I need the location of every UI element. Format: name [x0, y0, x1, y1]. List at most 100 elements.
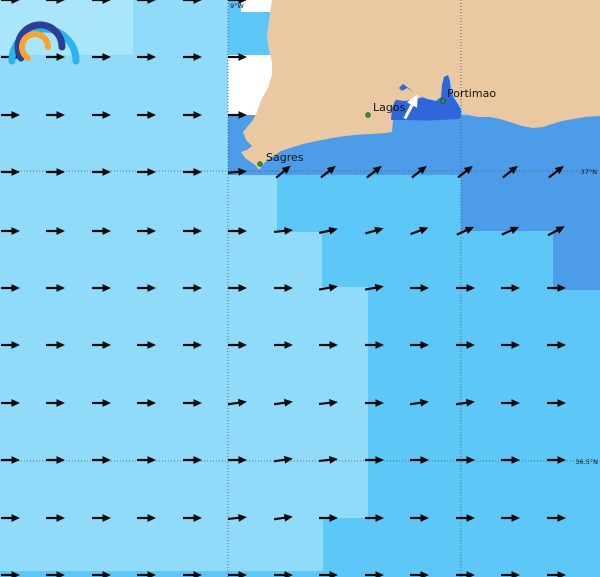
- wind-arrow: [137, 168, 156, 176]
- city-dot-portimao[interactable]: [440, 98, 446, 104]
- wind-arrow: [318, 455, 338, 464]
- city-marker-portimao[interactable]: Portimao: [440, 87, 497, 104]
- coord-label-37n: 37°N: [581, 168, 598, 176]
- wind-arrow: [137, 53, 156, 61]
- wind-arrow: [547, 514, 566, 522]
- wind-arrow: [227, 167, 247, 176]
- coord-label-36-5n: 36.5°N: [575, 458, 598, 466]
- wind-arrow: [183, 514, 202, 522]
- wind-arrow-highlight: [403, 94, 418, 120]
- wind-arrow: [456, 456, 475, 464]
- wind-arrow: [137, 456, 156, 464]
- no-data-cell-top: [241, 0, 277, 12]
- wind-arrow: [183, 111, 202, 119]
- wind-arrow: [274, 284, 293, 292]
- wind-arrow: [410, 341, 429, 349]
- wind-arrow: [137, 399, 156, 407]
- wind-arrow: [92, 399, 111, 407]
- wind-arrow: [46, 284, 65, 292]
- wind-arrow: [46, 399, 65, 407]
- city-label-lagos: Lagos: [373, 101, 406, 114]
- wind-arrow: [1, 0, 20, 4]
- wind-arrow: [410, 456, 429, 464]
- wind-arrow: [457, 165, 473, 179]
- wind-arrow: [1, 514, 20, 522]
- wind-arrow: [456, 341, 475, 349]
- wind-arrow: [1, 456, 20, 464]
- wind-arrow: [411, 165, 427, 179]
- city-dot-lagos[interactable]: [365, 112, 371, 118]
- land-portugal: [241, 0, 600, 170]
- wind-arrow: [456, 284, 475, 292]
- wind-arrow: [365, 456, 384, 464]
- wind-arrow: [183, 399, 202, 407]
- wind-arrow: [501, 571, 520, 577]
- wind-arrow: [318, 398, 338, 407]
- wind-arrow: [92, 227, 111, 235]
- wind-arrow: [46, 456, 65, 464]
- wind-arrow: [365, 226, 384, 235]
- wind-arrow: [183, 168, 202, 176]
- wind-arrow: [183, 571, 202, 577]
- wind-arrow: [501, 341, 520, 349]
- wind-arrow: [548, 165, 564, 179]
- wind-arrow: [227, 398, 247, 407]
- wind-arrow: [410, 571, 429, 577]
- wind-arrow: [547, 571, 566, 577]
- wind-arrow: [1, 227, 20, 235]
- wind-arrow: [366, 165, 382, 179]
- wind-arrow: [364, 283, 384, 292]
- wind-arrow: [501, 514, 520, 522]
- sea-band-bottom-strip: [0, 571, 600, 577]
- city-marker-lagos[interactable]: Lagos: [365, 101, 406, 118]
- wind-arrow: [228, 284, 247, 292]
- coord-label-9w: 9°W: [230, 2, 244, 10]
- wind-arrow: [456, 571, 475, 577]
- wind-arrow: [365, 514, 384, 522]
- wind-arrow: [275, 165, 291, 179]
- wind-arrow: [1, 284, 20, 292]
- wind-arrow: [137, 284, 156, 292]
- wind-arrow: [46, 571, 65, 577]
- wind-arrow: [409, 398, 429, 407]
- weather-app-logo[interactable]: [8, 21, 80, 65]
- wind-arrow: [137, 227, 156, 235]
- wind-arrow: [46, 0, 65, 4]
- city-dot-sagres[interactable]: [257, 161, 263, 167]
- wind-arrow: [410, 226, 429, 236]
- logo-arc-middle: [14, 21, 66, 62]
- wind-arrow: [92, 53, 111, 61]
- wind-arrow: [365, 571, 384, 577]
- wind-arrow: [319, 514, 338, 522]
- wind-arrow: [1, 399, 20, 407]
- wind-arrow: [318, 283, 338, 292]
- wind-arrow: [92, 571, 111, 577]
- wind-arrow: [228, 571, 247, 577]
- wind-arrow: [183, 53, 202, 61]
- wind-arrow: [1, 571, 20, 577]
- logo-arc-inner: [19, 31, 51, 61]
- wind-arrow: [183, 456, 202, 464]
- city-marker-sagres[interactable]: Sagres: [257, 151, 304, 167]
- wind-arrow: [46, 227, 65, 235]
- city-label-sagres: Sagres: [266, 151, 304, 164]
- wind-arrow: [46, 111, 65, 119]
- wind-arrow: [92, 514, 111, 522]
- wind-arrow: [183, 341, 202, 349]
- wind-arrow: [183, 0, 202, 4]
- wind-arrow: [547, 341, 566, 349]
- wind-arrow: [501, 399, 520, 407]
- wind-arrow: [1, 341, 20, 349]
- wind-arrow: [274, 341, 293, 349]
- wind-arrow: [137, 111, 156, 119]
- wind-arrow: [137, 0, 156, 4]
- wind-arrow: [1, 168, 20, 176]
- wind-arrow: [92, 168, 111, 176]
- wind-arrow: [547, 456, 566, 464]
- wind-arrow: [320, 165, 336, 179]
- wind-arrow: [547, 399, 566, 407]
- wind-arrow: [318, 226, 338, 235]
- wind-arrow: [319, 341, 338, 349]
